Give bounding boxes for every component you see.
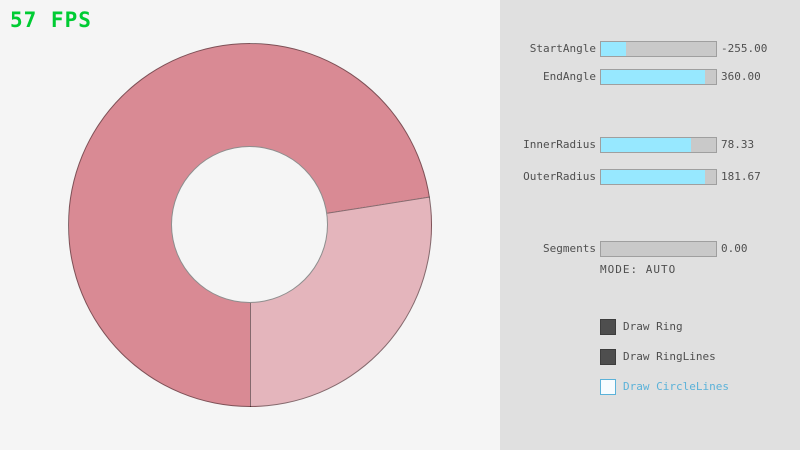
checkbox-draw-ringlines[interactable]: Draw RingLines xyxy=(600,348,716,365)
slider-row-inner-radius: InnerRadius 78.33 xyxy=(500,137,800,153)
checkbox-draw-circlelines-label: Draw CircleLines xyxy=(623,380,729,393)
checkbox-draw-ringlines-box-icon[interactable] xyxy=(600,348,616,365)
checkbox-draw-ringlines-label: Draw RingLines xyxy=(623,350,716,363)
control-panel: StartAngle -255.00 EndAngle 360.00 Inner… xyxy=(500,0,800,450)
slider-row-start-angle: StartAngle -255.00 xyxy=(500,41,800,57)
end-angle-value: 360.00 xyxy=(721,70,761,83)
slider-row-outer-radius: OuterRadius 181.67 xyxy=(500,169,800,185)
start-angle-label: StartAngle xyxy=(529,42,596,55)
slider-row-end-angle: EndAngle 360.00 xyxy=(500,69,800,85)
outer-radius-slider-fill xyxy=(601,170,706,184)
start-angle-slider-fill xyxy=(601,42,626,56)
start-angle-slider[interactable] xyxy=(600,41,717,57)
inner-radius-slider[interactable] xyxy=(600,137,717,153)
segments-slider[interactable] xyxy=(600,241,717,257)
end-angle-slider-fill xyxy=(601,70,705,84)
fps-counter: 57 FPS xyxy=(10,8,92,32)
inner-radius-value: 78.33 xyxy=(721,138,755,151)
ring-sector-line-right xyxy=(327,196,430,214)
checkbox-draw-ring-box-icon[interactable] xyxy=(600,318,616,335)
end-angle-slider[interactable] xyxy=(600,69,717,85)
segments-mode-text: MODE: AUTO xyxy=(600,263,677,276)
outer-radius-slider[interactable] xyxy=(600,169,717,185)
checkbox-draw-circlelines[interactable]: Draw CircleLines xyxy=(600,378,729,395)
ring-hole xyxy=(171,146,328,303)
checkbox-draw-circlelines-box-icon[interactable] xyxy=(600,378,616,395)
ring-sector-line-bottom xyxy=(250,303,251,407)
end-angle-label: EndAngle xyxy=(543,70,596,83)
segments-label: Segments xyxy=(543,242,596,255)
outer-radius-label: OuterRadius xyxy=(523,170,596,183)
start-angle-value: -255.00 xyxy=(721,42,768,55)
inner-radius-slider-fill xyxy=(601,138,692,152)
inner-radius-label: InnerRadius xyxy=(523,138,596,151)
outer-radius-value: 181.67 xyxy=(721,170,761,183)
segments-value: 0.00 xyxy=(721,242,748,255)
checkbox-draw-ring[interactable]: Draw Ring xyxy=(600,318,683,335)
ring-donut xyxy=(68,43,432,407)
slider-row-segments: Segments 0.00 xyxy=(500,241,800,257)
checkbox-draw-ring-label: Draw Ring xyxy=(623,320,683,333)
